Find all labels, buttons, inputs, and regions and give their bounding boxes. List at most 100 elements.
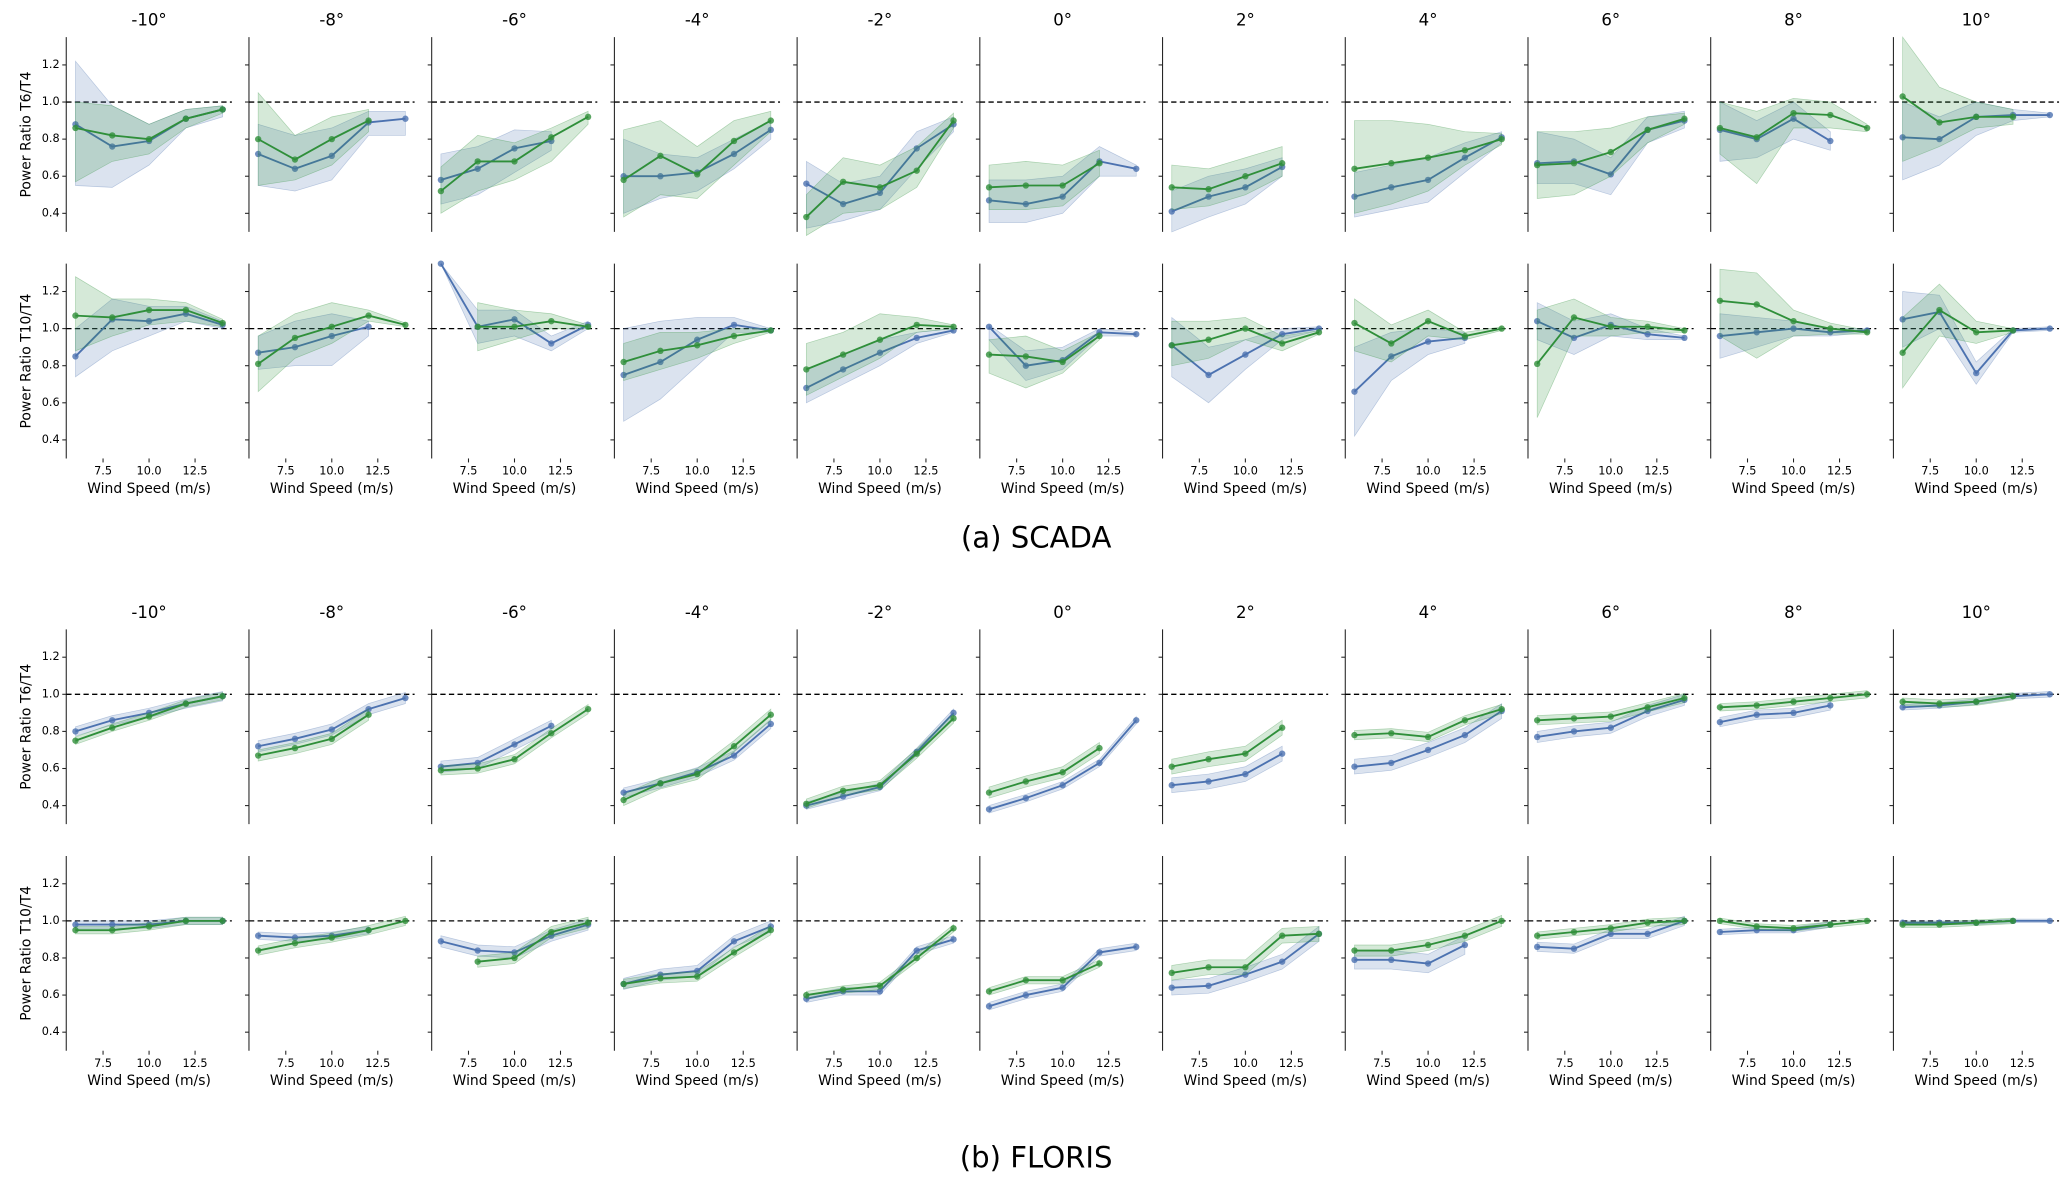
panel: 7.5 10.0 12.5 Wind Speed (m/s) [1889, 263, 2060, 497]
panel: 7.5 10.0 12.5 Wind Speed (m/s) [1706, 855, 1877, 1089]
data-point [730, 332, 738, 340]
data-point [1498, 135, 1505, 143]
panel: 7.5 10.0 12.5 Wind Speed (m/s) [1158, 263, 1329, 497]
confidence-band [1719, 268, 1868, 359]
confidence-band [1171, 157, 1283, 233]
y-axis-label: Power Ratio T10/T4 [19, 294, 35, 429]
data-point [694, 171, 701, 178]
data-point [1461, 932, 1469, 939]
y-tick-label: 0.6 [42, 761, 60, 774]
data-point [1461, 332, 1469, 340]
series-line [1171, 166, 1283, 213]
data-point [2009, 113, 2017, 121]
data-point [1644, 704, 1651, 711]
data-point [437, 176, 445, 184]
data-point [876, 782, 884, 789]
series-line [988, 719, 1137, 811]
data-point [1936, 119, 1943, 126]
data-point [1899, 698, 1906, 705]
panel: 7.5 10.0 12.5 Wind Speed (m/s) [1341, 263, 1511, 497]
data-point [1242, 325, 1249, 332]
x-tick-label: 12.5 [1462, 465, 1487, 478]
panel: 7.5 10.0 12.5 Wind Speed (m/s) [1158, 855, 1329, 1089]
data-point [1059, 977, 1066, 984]
data-point [1022, 991, 1030, 999]
data-point [1424, 941, 1432, 949]
x-axis-label: Wind Speed (m/s) [270, 481, 394, 497]
data-point [839, 366, 847, 373]
data-point [1388, 956, 1395, 964]
x-tick-label: 12.5 [183, 465, 208, 478]
panel [1706, 37, 1877, 232]
data-point [839, 351, 847, 358]
data-point [1059, 782, 1066, 789]
data-point [839, 986, 847, 993]
data-point [1790, 109, 1797, 117]
data-point [1827, 921, 1834, 928]
data-point [1388, 353, 1395, 360]
data-point [254, 947, 262, 954]
panel [244, 37, 415, 232]
data-point [402, 321, 409, 329]
data-point [328, 135, 335, 143]
data-point [2046, 917, 2054, 925]
confidence-band [440, 129, 552, 205]
data-point [145, 306, 153, 314]
data-point [1168, 208, 1175, 215]
confidence-band [805, 116, 954, 229]
data-point [985, 1003, 993, 1010]
series-line [257, 119, 370, 161]
data-point [1242, 964, 1249, 971]
data-point [1242, 750, 1249, 757]
data-point [437, 938, 445, 945]
data-point [1388, 947, 1395, 954]
x-tick-label: 10.0 [502, 465, 527, 478]
y-tick-label: 1.2 [42, 285, 60, 298]
data-point [1242, 173, 1249, 180]
panel [610, 37, 781, 232]
data-point [1278, 932, 1286, 939]
series-line [1171, 752, 1283, 787]
data-point [730, 150, 738, 158]
data-point [1716, 332, 1724, 340]
data-point [1790, 709, 1797, 717]
data-point [1607, 724, 1614, 731]
data-point [620, 176, 627, 184]
data-point [1790, 698, 1797, 705]
x-tick-label: 10.0 [502, 1057, 527, 1070]
x-tick-label: 12.5 [913, 1057, 938, 1070]
panel: 7.5 10.0 12.5 Wind Speed (m/s) [610, 855, 781, 1089]
data-point [1973, 329, 1980, 336]
panel-title: 10° [1962, 11, 1991, 30]
x-tick-label: 12.5 [1827, 465, 1852, 478]
data-point [291, 939, 299, 947]
data-point [1899, 93, 1906, 100]
data-point [182, 917, 190, 925]
data-point [1168, 184, 1175, 191]
series-line [1719, 704, 1831, 724]
data-point [1753, 923, 1760, 930]
data-point [1753, 134, 1760, 141]
data-point [694, 967, 701, 975]
data-point [839, 793, 847, 800]
data-point [1827, 694, 1834, 702]
data-point [1059, 182, 1066, 189]
x-tick-label: 10.0 [1233, 465, 1258, 478]
data-point [1899, 704, 1906, 711]
data-point [1096, 759, 1103, 767]
data-point [1278, 330, 1286, 338]
data-point [1936, 700, 1943, 707]
x-tick-label: 12.5 [1644, 465, 1669, 478]
panel: 7.5 10.0 12.5 Wind Speed (m/s) [793, 855, 963, 1089]
data-point [145, 713, 153, 720]
panel [975, 629, 1146, 825]
x-tick-label: 10.0 [867, 465, 892, 478]
data-point [291, 156, 299, 163]
data-point [291, 735, 299, 742]
data-point [1388, 340, 1395, 347]
data-point [1534, 318, 1541, 325]
panel-title: -2° [868, 603, 893, 622]
data-point [1168, 984, 1175, 991]
data-point [1973, 369, 1980, 377]
data-point [1424, 746, 1432, 754]
